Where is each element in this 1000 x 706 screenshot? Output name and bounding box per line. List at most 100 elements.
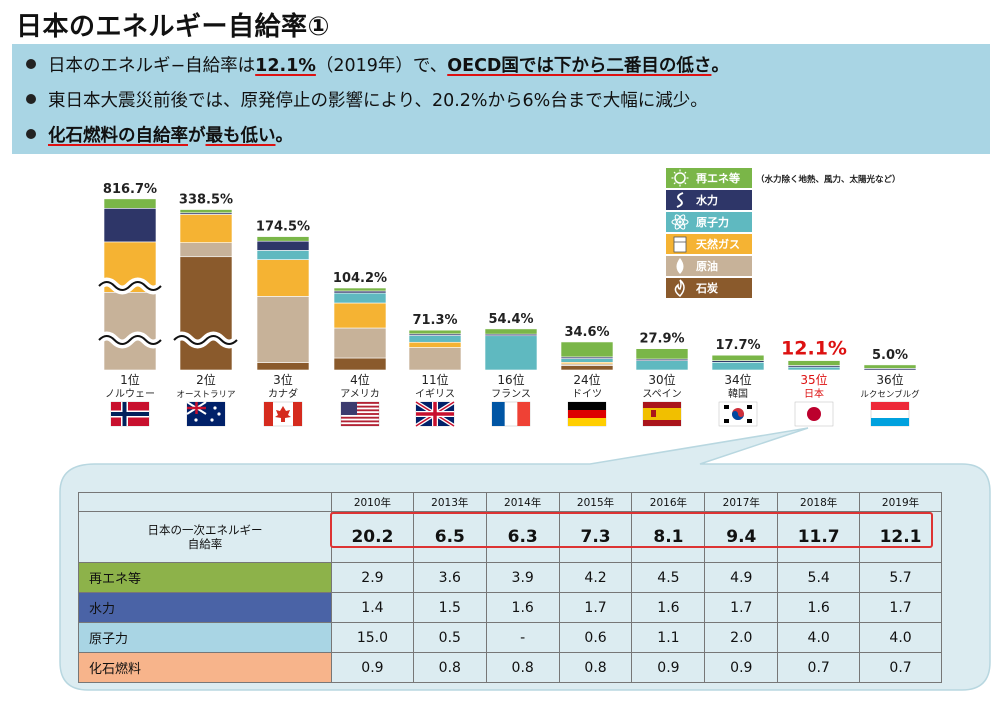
legend-swatch: [666, 190, 752, 210]
rank-label: 35位: [800, 372, 827, 387]
total-cell: 6.5: [412, 511, 487, 563]
bar-segment-天然ガス: [256, 259, 310, 297]
table-cell: 0.9: [631, 652, 706, 683]
table-cell: 1.1: [631, 622, 706, 653]
legend-swatch: [666, 256, 752, 276]
bar-total-label: 54.4%: [488, 312, 533, 327]
bullet-1-end: 。: [711, 56, 729, 76]
table-cell: 0.6: [558, 622, 633, 653]
bar-segment-再エネ等: [103, 198, 157, 209]
country-label: イギリス: [415, 388, 455, 400]
table-header-row: 2010年 2013年 2014年 2015年 2016年 2017年 2018…: [78, 492, 942, 512]
table-row-total: 日本の一次エネルギー 自給率 20.2 6.5 6.3 7.3 8.1 9.4 1…: [78, 511, 942, 563]
bar-segment-原子力: [256, 250, 310, 260]
bar-segment-再エネ等: [635, 348, 689, 360]
flag-7: [567, 401, 607, 427]
year-header: 2019年: [859, 492, 942, 512]
table-row-nuclear: 原子力 15.0 0.5 - 0.6 1.1 2.0 4.0 4.0: [78, 622, 942, 653]
bar-segment-再エネ等: [484, 328, 538, 335]
page-title: 日本のエネルギー自給率①: [16, 12, 331, 42]
table-cell: 1.6: [485, 592, 560, 623]
country-label: アメリカ: [340, 388, 380, 400]
rank-label: 34位: [724, 372, 751, 387]
bar-total-label: 174.5%: [256, 220, 310, 235]
bar-segment-天然ガス: [333, 302, 387, 329]
total-cell: 9.4: [704, 511, 779, 563]
row-label-nuclear: 原子力: [78, 622, 332, 653]
flag-5: [414, 400, 456, 428]
table-cell: 0.9: [331, 652, 414, 683]
legend-label: 原子力: [696, 215, 729, 229]
bar-total-label: 34.6%: [564, 325, 609, 340]
total-cell: 7.3: [558, 511, 633, 563]
table-cell: 0.5: [412, 622, 487, 653]
bullet-1-emphasis: OECD国では下から二番目の低さ: [447, 56, 712, 76]
bar-segment-原油: [408, 347, 462, 371]
table-row-fossil: 化石燃料 0.9 0.8 0.8 0.8 0.9 0.9 0.7 0.7: [78, 652, 942, 683]
bar-segment-再エネ等: [256, 236, 310, 242]
table-cell: 3.9: [485, 562, 560, 593]
bar-segment-石炭: [333, 357, 387, 371]
rank-label: 24位: [573, 372, 600, 387]
legend-item: 水力: [666, 190, 752, 210]
bullet-2-text: 東日本大震災前後では、原発停止の影響により、20.2%から6%台まで大幅に減少。: [48, 91, 708, 111]
table-row-hydro: 水力 1.4 1.5 1.6 1.7 1.6 1.7 1.6 1.7: [78, 592, 942, 623]
table-cell: 15.0: [331, 622, 414, 653]
table-cell: 1.6: [777, 592, 861, 623]
table-cell: 0.9: [704, 652, 779, 683]
flag-6: [491, 401, 531, 427]
legend-swatch: [666, 234, 752, 254]
flag-10: [794, 401, 834, 427]
rank-label: 11位: [421, 372, 448, 387]
bar-segment-石炭: [256, 362, 310, 371]
table-cell: 0.8: [558, 652, 633, 683]
table-cell: 4.2: [558, 562, 633, 593]
bar-segment-水力: [103, 208, 157, 243]
self-sufficiency-chart: 816.7%1位ノルウェー338.5%2位オーストラリア174.5%3位カナダ1…: [98, 168, 921, 428]
table-cell: 1.5: [412, 592, 487, 623]
bar-total-label: 17.7%: [715, 338, 760, 353]
bar-segment-原油: [256, 296, 310, 363]
bar-segment-再エネ等: [560, 341, 614, 358]
water-wave-icon: [676, 192, 684, 208]
bar-segment-石炭: [560, 365, 614, 371]
bullet-dot-icon: [26, 59, 36, 69]
bullet-3-text: が: [188, 126, 206, 146]
year-header: 2016年: [631, 492, 706, 512]
country-label: 韓国: [728, 388, 748, 400]
bar-segment-原油: [179, 242, 233, 258]
rank-label: 1位: [120, 372, 140, 387]
table-cell: 2.0: [704, 622, 779, 653]
bullet-3-end: 。: [275, 126, 294, 146]
legend-swatch: [666, 212, 752, 232]
bar-segment-原子力: [484, 335, 538, 371]
bar-segment-再エネ等: [787, 360, 841, 366]
table-cell: 5.7: [859, 562, 942, 593]
country-label: オーストラリア: [176, 390, 235, 400]
bar-segment-原子力: [408, 335, 462, 343]
atom-icon: [671, 214, 689, 230]
bar-segment-水力: [256, 240, 310, 251]
oil-drop-icon: [676, 258, 684, 274]
bar-total-label: 27.9%: [639, 332, 684, 347]
country-label: カナダ: [268, 387, 298, 400]
table-cell: 0.7: [859, 652, 942, 683]
total-cell: 6.3: [485, 511, 560, 563]
flag-11: [870, 401, 910, 427]
bullet-2: 東日本大震災前後では、原発停止の影響により、20.2%から6%台まで大幅に減少。: [26, 87, 708, 112]
legend-label: 再エネ等: [696, 171, 740, 185]
country-label: スペイン: [642, 389, 681, 400]
table-header-blank: [78, 492, 332, 512]
total-row-label: 日本の一次エネルギー 自給率: [78, 511, 332, 563]
table-cell: 4.0: [859, 622, 942, 653]
year-header: 2014年: [485, 492, 560, 512]
bar-segment-原油: [333, 327, 387, 359]
bullet-3-emphasis-a: 化石燃料の自給率: [48, 126, 188, 146]
